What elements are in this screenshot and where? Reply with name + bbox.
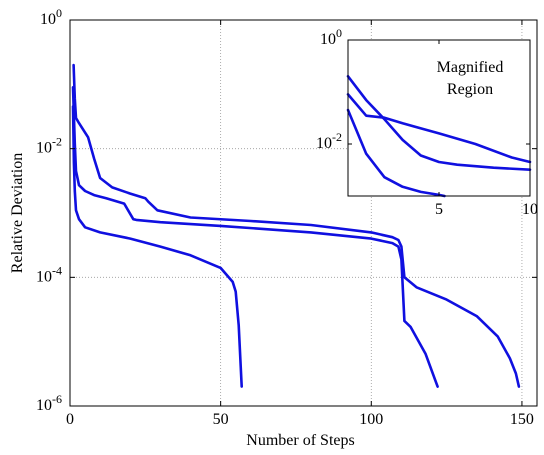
x-tick-label: 50	[213, 411, 229, 428]
main-x-ticks: 0 50 100 150	[66, 20, 534, 428]
inset-x-tick-label: 5	[435, 201, 443, 218]
x-tick-label: 0	[66, 411, 74, 428]
inset-series-line-2	[346, 93, 532, 164]
inset-x-tick-label: 10	[522, 201, 538, 218]
y-tick-label: 10-2	[36, 135, 62, 157]
inset-plot: 5 10 100 10-2 Magnified Region	[316, 26, 538, 218]
main-series-lines	[71, 63, 521, 388]
inset-title-line-1: Magnified	[437, 59, 504, 76]
inset-series-line-1	[346, 75, 532, 171]
series-line-2	[71, 105, 243, 388]
main-y-ticks: 100 10-2 10-4 10-6	[36, 6, 537, 414]
inset-y-ticks: 100 10-2	[316, 26, 530, 152]
main-grid	[70, 20, 537, 406]
main-plot-border	[69, 19, 538, 407]
y-tick-label: 100	[40, 6, 62, 28]
inset-y-tick-label: 100	[320, 26, 342, 48]
y-tick-label: 10-6	[36, 392, 62, 414]
inset-x-ticks: 5 10	[435, 40, 538, 218]
y-axis-label: Relative Deviation	[9, 153, 26, 273]
series-line-3	[72, 63, 521, 388]
y-tick-label: 10-4	[36, 263, 62, 285]
series-line-1	[71, 86, 439, 388]
inset-y-tick-label: 10-2	[316, 130, 342, 152]
inset-title-line-2: Region	[447, 81, 493, 98]
x-tick-label: 100	[359, 411, 383, 428]
x-tick-label: 150	[510, 411, 534, 428]
x-axis-label: Number of Steps	[246, 432, 354, 449]
